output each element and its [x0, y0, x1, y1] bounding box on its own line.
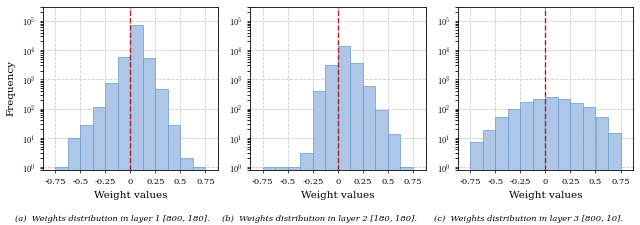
Bar: [495, 117, 508, 225]
X-axis label: Weight values: Weight values: [509, 191, 582, 200]
Bar: [288, 167, 300, 225]
Bar: [263, 167, 275, 225]
X-axis label: Weight values: Weight values: [301, 191, 374, 200]
Bar: [401, 167, 413, 225]
X-axis label: Weight values: Weight values: [93, 191, 167, 200]
Bar: [168, 125, 180, 225]
Bar: [338, 46, 350, 225]
Bar: [533, 99, 545, 225]
Text: (a)  Weights distribution in layer 1 [800, 180].: (a) Weights distribution in layer 1 [800…: [15, 215, 209, 223]
Bar: [583, 107, 595, 225]
Bar: [570, 103, 583, 225]
Bar: [313, 91, 325, 225]
Bar: [520, 102, 533, 225]
Bar: [508, 109, 520, 225]
Bar: [180, 158, 193, 225]
Bar: [608, 133, 621, 225]
Bar: [131, 25, 143, 225]
Bar: [325, 65, 338, 225]
Bar: [80, 125, 93, 225]
Bar: [388, 135, 401, 225]
Bar: [363, 86, 376, 225]
Bar: [376, 110, 388, 225]
Bar: [545, 97, 558, 225]
Text: (b)  Weights distribution in layer 2 [180, 180].: (b) Weights distribution in layer 2 [180…: [223, 215, 417, 223]
Bar: [55, 167, 68, 225]
Bar: [275, 167, 288, 225]
Bar: [118, 57, 131, 225]
Bar: [558, 99, 570, 225]
Bar: [68, 138, 80, 225]
Y-axis label: Frequency: Frequency: [7, 60, 16, 116]
Bar: [351, 63, 363, 225]
Bar: [470, 142, 483, 225]
Bar: [596, 117, 608, 225]
Bar: [193, 167, 205, 225]
Bar: [93, 107, 105, 225]
Bar: [300, 153, 313, 225]
Bar: [483, 130, 495, 225]
Bar: [143, 58, 156, 225]
Bar: [156, 89, 168, 225]
Bar: [106, 83, 118, 225]
Text: (c)  Weights distribution in layer 3 [800, 10].: (c) Weights distribution in layer 3 [800…: [433, 215, 623, 223]
